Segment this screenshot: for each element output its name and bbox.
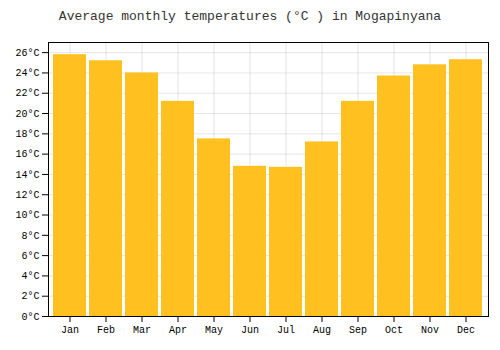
svg-text:Mar: Mar: [133, 325, 151, 336]
svg-text:16°C: 16°C: [15, 149, 39, 160]
svg-text:6°C: 6°C: [21, 251, 39, 262]
svg-text:20°C: 20°C: [15, 109, 39, 120]
svg-text:Aug: Aug: [313, 325, 331, 336]
svg-text:Jan: Jan: [61, 325, 79, 336]
svg-text:2°C: 2°C: [21, 291, 39, 302]
svg-text:0°C: 0°C: [21, 312, 39, 323]
svg-text:Oct: Oct: [385, 325, 403, 336]
svg-text:14°C: 14°C: [15, 170, 39, 181]
svg-text:22°C: 22°C: [15, 88, 39, 99]
svg-text:Jul: Jul: [277, 325, 295, 336]
svg-text:Dec: Dec: [457, 325, 475, 336]
svg-text:Jun: Jun: [241, 325, 259, 336]
html-text:Average monthly temperatures (: Average monthly temperatures (°C ) in Mo…: [58, 9, 442, 24]
svg-text:12°C: 12°C: [15, 190, 39, 201]
svg-text:10°C: 10°C: [15, 210, 39, 221]
svg-text:Apr: Apr: [169, 325, 187, 336]
svg-text:8°C: 8°C: [21, 231, 39, 242]
svg-text:Sep: Sep: [349, 325, 367, 336]
svg-text:Nov: Nov: [421, 325, 439, 336]
svg-text:24°C: 24°C: [15, 68, 39, 79]
svg-text:4°C: 4°C: [21, 271, 39, 282]
svg-text:18°C: 18°C: [15, 129, 39, 140]
svg-text:May: May: [205, 325, 223, 336]
svg-text:Feb: Feb: [97, 325, 115, 336]
svg-text:26°C: 26°C: [15, 48, 39, 59]
